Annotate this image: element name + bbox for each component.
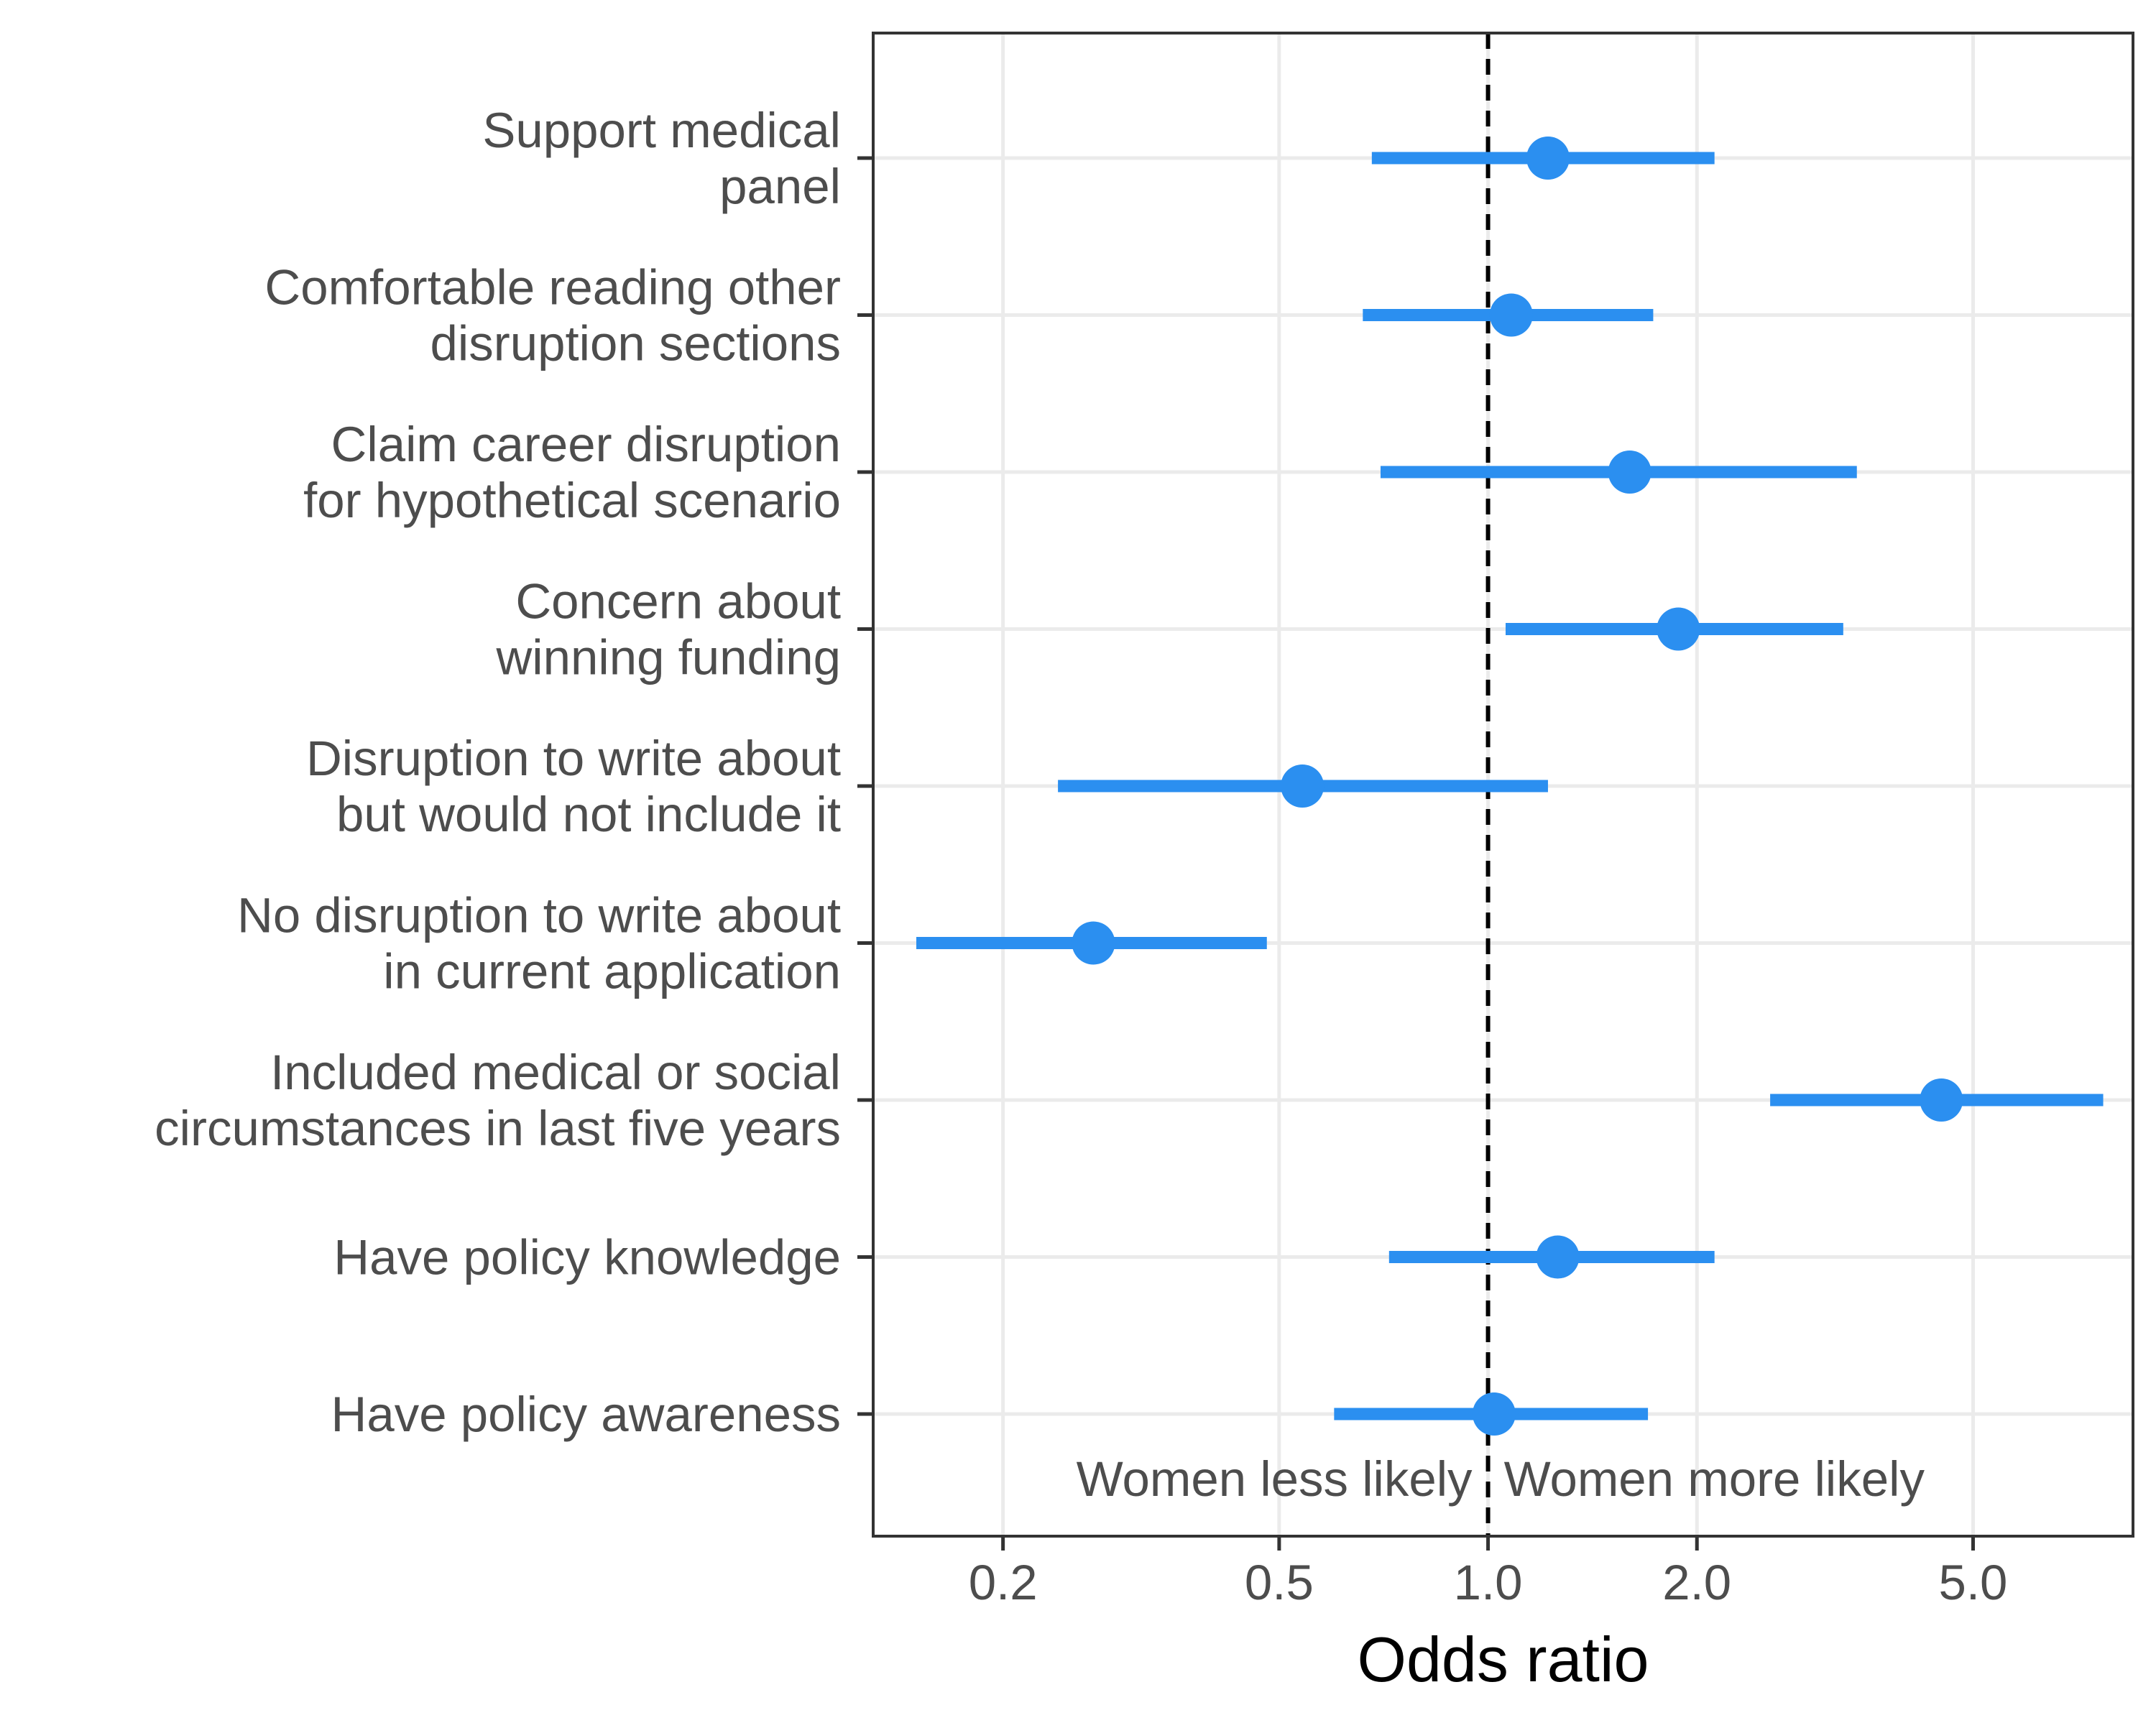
y-axis: Support medical panel Comfortable reading … — [155, 103, 873, 1442]
estimate-point-0 — [1526, 137, 1570, 180]
x-tick-label-2: 1.0 — [1454, 1555, 1523, 1610]
y-tick-label-line: for hypothetical scenario — [303, 473, 841, 528]
y-tick-label-line: Have policy knowledge — [333, 1230, 841, 1285]
x-axis-title: Odds ratio — [1358, 1624, 1649, 1695]
estimate-point-1 — [1489, 293, 1533, 337]
y-tick-label-4: Disruption to write about but would not i… — [306, 731, 841, 842]
estimate-point-7 — [1536, 1235, 1580, 1279]
y-tick-label-line: winning funding — [495, 630, 841, 685]
estimate-point-4 — [1281, 764, 1325, 808]
y-tick-label-6: Included medical or social circumstances … — [155, 1045, 841, 1156]
x-axis: 0.2 0.5 1.0 2.0 5.0 — [969, 1536, 2008, 1610]
y-tick-label-3: Concern about winning funding — [495, 574, 841, 685]
y-tick-label-7: Have policy knowledge — [333, 1230, 841, 1285]
y-tick-label-line: Comfortable reading other — [264, 260, 841, 315]
y-tick-label-5: No disruption to write about in current a… — [237, 888, 841, 999]
y-tick-label-line: circumstances in last five years — [155, 1101, 841, 1156]
y-tick-label-line: but would not include it — [336, 787, 841, 842]
annotation-women-more-likely: Women more likely — [1504, 1451, 1925, 1507]
x-tick-label-4: 5.0 — [1939, 1555, 2008, 1610]
y-tick-label-line: Support medical — [482, 103, 841, 158]
y-tick-label-8: Have policy awareness — [331, 1387, 841, 1442]
y-tick-label-1: Comfortable reading other disruption sect… — [264, 260, 841, 371]
estimate-point-2 — [1608, 451, 1651, 494]
annotation-women-less-likely: Women less likely — [1077, 1451, 1473, 1507]
estimate-point-5 — [1072, 921, 1115, 965]
y-tick-label-line: Claim career disruption — [331, 417, 841, 472]
y-tick-label-line: in current application — [383, 944, 841, 999]
x-tick-label-1: 0.5 — [1245, 1555, 1314, 1610]
y-tick-label-line: No disruption to write about — [237, 888, 841, 943]
y-tick-label-line: Concern about — [515, 574, 841, 629]
y-tick-label-line: Disruption to write about — [306, 731, 841, 786]
y-tick-label-2: Claim career disruption for hypothetical … — [303, 417, 841, 528]
y-tick-label-0: Support medical panel — [482, 103, 841, 214]
y-tick-label-line: panel — [719, 159, 841, 214]
y-tick-label-line: Have policy awareness — [331, 1387, 841, 1442]
estimate-point-6 — [1920, 1078, 1963, 1122]
y-tick-label-line: Included medical or social — [270, 1045, 841, 1100]
y-tick-label-line: disruption sections — [430, 316, 841, 371]
x-tick-label-0: 0.2 — [969, 1555, 1038, 1610]
estimates — [916, 137, 2104, 1436]
estimate-point-8 — [1472, 1392, 1516, 1436]
estimate-point-3 — [1657, 607, 1700, 651]
x-tick-label-3: 2.0 — [1662, 1555, 1731, 1610]
